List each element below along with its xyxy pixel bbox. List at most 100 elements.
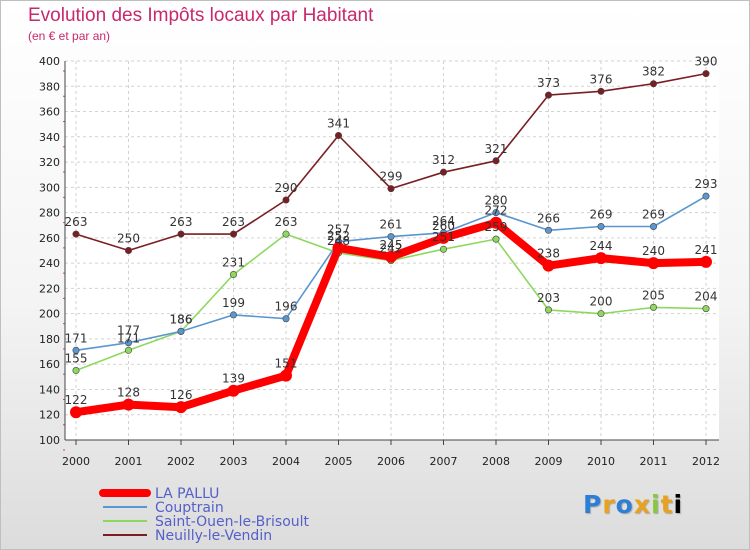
- data-point-couptrain: [282, 315, 290, 323]
- data-point-la-pallu: [542, 259, 555, 272]
- logo-letter: t: [660, 490, 674, 519]
- y-tick-label: 180: [39, 333, 60, 346]
- logo-letter: x: [633, 490, 651, 519]
- data-point-la-pallu: [437, 231, 450, 244]
- data-label-saint-ouen-le-brisoult: 205: [642, 288, 665, 302]
- x-tick-label: 2006: [377, 455, 405, 468]
- data-label-saint-ouen-le-brisoult: 200: [590, 295, 613, 309]
- data-label-saint-ouen-le-brisoult: 248: [327, 234, 350, 248]
- data-label-la-pallu: 126: [170, 388, 193, 402]
- grid-layer: [65, 60, 719, 441]
- data-label-couptrain: 269: [590, 207, 613, 221]
- data-point-couptrain: [72, 346, 80, 354]
- data-point-saint-ouen-le-brisoult: [702, 305, 710, 313]
- data-point-couptrain: [544, 226, 552, 234]
- x-tick-label: 2000: [62, 455, 90, 468]
- data-label-neuilly-le-vendin: 263: [65, 215, 88, 229]
- data-label-la-pallu: 128: [117, 386, 140, 400]
- x-tick-label: 2005: [325, 455, 353, 468]
- data-label-couptrain: 177: [117, 324, 140, 338]
- data-label-la-pallu: 260: [432, 219, 455, 233]
- data-label-saint-ouen-le-brisoult: 171: [117, 331, 140, 345]
- x-tick-label: 2001: [115, 455, 143, 468]
- data-label-saint-ouen-le-brisoult: 186: [170, 312, 193, 326]
- x-tick-label: 2004: [272, 455, 300, 468]
- x-tick-label: 2002: [167, 455, 195, 468]
- data-label-neuilly-le-vendin: 312: [432, 153, 455, 167]
- data-point-la-pallu: [385, 250, 397, 263]
- data-label-la-pallu: 139: [222, 372, 245, 386]
- data-point-couptrain: [649, 222, 657, 230]
- data-point-saint-ouen-le-brisoult: [649, 303, 657, 311]
- y-tick-label: 240: [39, 257, 60, 270]
- data-label-la-pallu: 151: [275, 357, 298, 371]
- logo-letter: P: [583, 490, 603, 519]
- data-point-la-pallu: [70, 406, 82, 419]
- y-tick-label: 220: [39, 282, 60, 295]
- data-point-couptrain: [387, 233, 395, 241]
- y-tick-label: 260: [39, 232, 60, 245]
- data-label-saint-ouen-le-brisoult: 251: [432, 230, 455, 244]
- data-label-neuilly-le-vendin: 290: [275, 181, 298, 195]
- data-point-couptrain: [125, 339, 133, 347]
- data-point-la-pallu: [647, 257, 660, 270]
- data-label-couptrain: 186: [170, 312, 193, 326]
- data-label-couptrain: 257: [327, 223, 350, 237]
- chart-subtitle: (en € et par an): [28, 29, 111, 43]
- y-tick-label: 200: [39, 308, 60, 321]
- logo-letter: i: [651, 490, 661, 519]
- data-label-la-pallu: 252: [327, 229, 350, 243]
- data-point-saint-ouen-le-brisoult: [597, 310, 605, 318]
- data-label-saint-ouen-le-brisoult: 203: [537, 291, 560, 305]
- x-tick-label: 2008: [482, 455, 510, 468]
- data-label-couptrain: 261: [380, 218, 403, 232]
- data-point-la-pallu: [280, 369, 292, 382]
- data-label-couptrain: 293: [695, 177, 718, 191]
- y-tick-label: 320: [39, 156, 60, 169]
- data-label-neuilly-le-vendin: 376: [590, 72, 613, 86]
- chart-title: Evolution des Impôts locaux par Habitant: [28, 5, 374, 26]
- logo-letter: r: [602, 490, 616, 519]
- data-point-neuilly-le-vendin: [72, 230, 80, 238]
- legend-label-couptrain: Couptrain: [155, 500, 224, 516]
- data-point-la-pallu: [122, 398, 135, 411]
- data-point-saint-ouen-le-brisoult: [544, 306, 552, 314]
- data-point-saint-ouen-le-brisoult: [282, 230, 290, 238]
- x-tick-label: 2003: [220, 455, 248, 468]
- data-point-saint-ouen-le-brisoult: [230, 271, 238, 279]
- data-point-la-pallu: [175, 401, 187, 414]
- data-label-saint-ouen-le-brisoult: 231: [222, 256, 245, 270]
- data-point-neuilly-le-vendin: [492, 157, 500, 165]
- data-point-saint-ouen-le-brisoult: [439, 245, 447, 253]
- proxiti-logo: Proxiti: [583, 490, 683, 519]
- data-point-la-pallu: [595, 252, 607, 265]
- data-point-couptrain: [177, 327, 185, 335]
- data-point-neuilly-le-vendin: [544, 91, 552, 99]
- data-label-couptrain: 199: [222, 296, 245, 310]
- legend: LA PALLUCouptrainSaint-Ouen-le-BrisoultN…: [99, 486, 310, 544]
- series-layer: [70, 70, 712, 419]
- legend-label-saint-ouen-le-brisoult: Saint-Ouen-le-Brisoult: [155, 514, 310, 530]
- data-point-saint-ouen-le-brisoult: [72, 367, 80, 375]
- data-label-neuilly-le-vendin: 250: [117, 232, 140, 246]
- data-label-saint-ouen-le-brisoult: 204: [695, 290, 718, 304]
- data-point-couptrain: [597, 222, 605, 230]
- axis-layer: 100 120 140 160 180 200 220 240 260 280 300 320 340 3…: [39, 55, 720, 468]
- legend-label-neuilly-le-vendin: Neuilly-le-Vendin: [155, 528, 272, 544]
- data-point-saint-ouen-le-brisoult: [125, 346, 133, 354]
- data-point-la-pallu: [227, 384, 240, 397]
- data-label-couptrain: 196: [275, 300, 298, 314]
- data-label-la-pallu: 244: [590, 239, 613, 253]
- data-label-layer: 263 250 263 263 290 341 299 312 321 373 376 382 390 1…: [65, 55, 718, 408]
- data-label-saint-ouen-le-brisoult: 242: [380, 242, 403, 256]
- x-tick-label: 2012: [692, 455, 720, 468]
- legend-label-la-pallu: LA PALLU: [155, 486, 219, 502]
- data-label-neuilly-le-vendin: 299: [380, 170, 403, 184]
- data-point-neuilly-le-vendin: [282, 196, 290, 204]
- data-label-la-pallu: 122: [65, 393, 88, 407]
- data-label-neuilly-le-vendin: 390: [695, 55, 718, 69]
- data-label-la-pallu: 245: [380, 238, 403, 252]
- data-label-neuilly-le-vendin: 263: [170, 215, 193, 229]
- data-label-la-pallu: 240: [642, 244, 665, 258]
